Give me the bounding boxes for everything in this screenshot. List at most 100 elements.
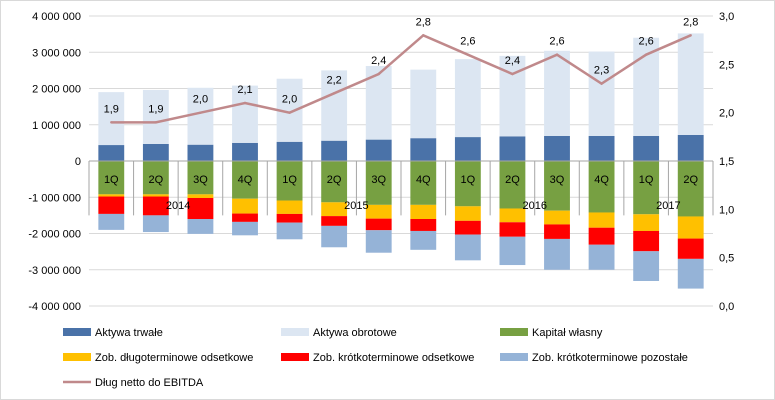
- legend-label: Dług netto do EBITDA: [95, 377, 204, 389]
- bar-segment: [633, 161, 660, 215]
- x-tick-label: 1Q: [639, 174, 654, 186]
- legend-label: Zob. krótkoterminowe odsetkowe: [313, 352, 474, 364]
- bar-segment: [142, 161, 169, 195]
- bar-segment: [98, 213, 125, 230]
- bar-segment: [454, 234, 481, 261]
- bar-segment: [544, 224, 570, 239]
- bar-segment: [410, 230, 437, 250]
- bar-segment: [142, 194, 169, 197]
- bar-segment: [187, 219, 214, 234]
- bar-segment: [276, 141, 303, 161]
- x-tick-label: 1Q: [104, 174, 119, 186]
- bar-segment: [321, 70, 348, 141]
- bar-segment: [410, 138, 437, 161]
- y-left-tick-label: 0: [75, 156, 81, 168]
- axes: 4 000 000 3 000 000 2 000 000 1 000 000 0 -1 …: [28, 11, 734, 313]
- legend-label: Aktywa trwałe: [95, 327, 163, 339]
- y-right-tick-label: 2,5: [719, 59, 734, 71]
- bar-segment: [187, 194, 214, 198]
- line-point: [466, 53, 470, 56]
- bar-segment: [410, 161, 437, 205]
- bar-segment: [232, 221, 258, 236]
- bar-segment: [588, 161, 615, 213]
- legend-swatch: [500, 353, 528, 361]
- y-left-tick-label: -1 000 000: [28, 192, 81, 204]
- line-data-label: 2,2: [326, 74, 341, 86]
- bar-segment: [232, 213, 258, 222]
- y-right-tick-label: 0,0: [719, 301, 734, 313]
- bar-segment: [588, 212, 615, 228]
- line-point: [154, 121, 158, 124]
- line-data-label: 2,4: [505, 55, 520, 67]
- bar-segment: [454, 206, 481, 221]
- bar-segment: [321, 225, 348, 248]
- bar-segment: [365, 139, 392, 161]
- legend-label: Zob. krótkoterminowe pozostałe: [532, 352, 688, 364]
- line-data-label: 2,8: [416, 16, 431, 28]
- y-right-tick-label: 0,5: [719, 253, 734, 265]
- line-data-label: 2,8: [683, 16, 698, 28]
- legend-swatch: [281, 353, 309, 361]
- line-point: [288, 111, 291, 114]
- y-left-tick-label: -3 000 000: [28, 265, 81, 277]
- bar-segment: [499, 136, 526, 161]
- bar-segment: [276, 161, 303, 201]
- bar-segment: [321, 161, 348, 203]
- bar-segment: [142, 196, 169, 216]
- line-data-label: 2,1: [237, 84, 252, 96]
- bar-segment: [232, 198, 258, 214]
- x-tick-label: 2Q: [149, 174, 164, 186]
- bar-segment: [142, 143, 169, 161]
- data-labels: 1Q 2Q 3Q 4Q 1Q 2Q 3Q 4Q 1Q 2Q 3Q 4Q 1Q 2Q 2014 2015 2016…: [104, 16, 699, 212]
- y-right-tick-label: 1,5: [719, 156, 734, 168]
- line-data-label: 1,9: [148, 103, 163, 115]
- line-point: [332, 92, 336, 95]
- line-data-label: 2,0: [282, 94, 297, 106]
- legend-label: Kapitał własny: [532, 327, 603, 339]
- x-tick-label: 3Q: [550, 174, 565, 186]
- line-data-label: 2,3: [594, 65, 609, 77]
- bar-segment: [499, 55, 526, 137]
- legend-label: Zob. długoterminowe odsetkowe: [95, 352, 253, 364]
- bar-segment: [142, 89, 169, 144]
- bar-segment: [677, 238, 704, 259]
- bar-segment: [454, 137, 481, 161]
- x-tick-label: 3Q: [371, 174, 386, 186]
- y-left-tick-label: -2 000 000: [28, 229, 81, 241]
- bar-segment: [588, 135, 615, 161]
- line-point: [199, 111, 202, 114]
- bar-segment: [499, 208, 526, 223]
- bar-segment: [633, 214, 660, 231]
- bar-segment: [321, 202, 348, 217]
- bar-segment: [98, 196, 125, 214]
- bar-segment: [365, 218, 392, 231]
- legend-swatch: [281, 328, 309, 336]
- bar-segment: [544, 135, 570, 161]
- legend-swatch: [500, 328, 528, 336]
- bar-segment: [633, 251, 660, 281]
- bar-segment: [321, 216, 348, 226]
- y-left-tick-label: -4 000 000: [28, 301, 81, 313]
- bar-segment: [187, 144, 214, 161]
- line-point: [600, 82, 603, 85]
- bar-segment: [454, 161, 481, 207]
- legend-swatch: [63, 328, 91, 336]
- line-point: [243, 101, 247, 105]
- x-group-label: 2014: [166, 200, 190, 212]
- x-tick-label: 4Q: [238, 174, 253, 186]
- line-point: [377, 72, 380, 76]
- x-group-label: 2017: [656, 200, 680, 212]
- x-tick-label: 2Q: [327, 174, 342, 186]
- bar-segment: [588, 227, 615, 245]
- line-data-label: 2,0: [193, 94, 208, 106]
- bar-segment: [187, 197, 214, 219]
- bar-segment: [232, 142, 258, 161]
- bar-segment: [276, 200, 303, 214]
- bar-segment: [98, 145, 125, 161]
- x-tick-label: 4Q: [594, 174, 609, 186]
- y-right-tick-label: 1,0: [719, 204, 734, 216]
- bar-segment: [677, 33, 704, 135]
- bar-segment: [677, 161, 704, 217]
